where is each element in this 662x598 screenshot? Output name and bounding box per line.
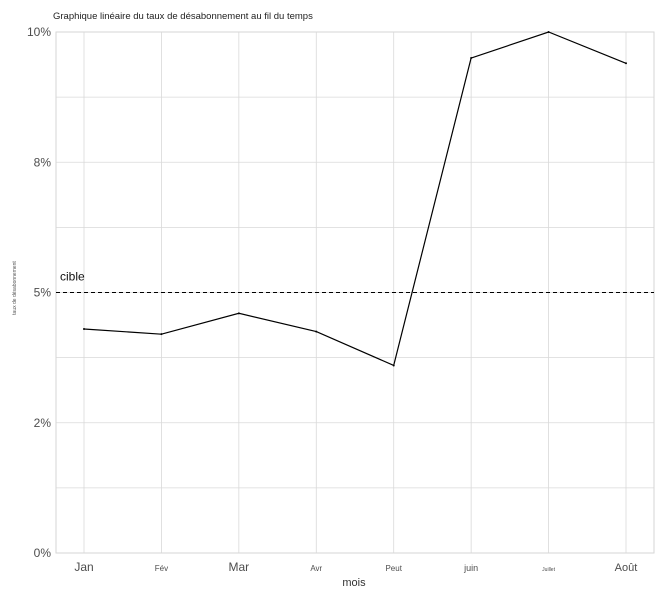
series-points	[83, 31, 627, 367]
target-annotation: cible	[60, 270, 85, 284]
x-tick-label: Avr	[310, 564, 322, 573]
x-tick-label: juin	[463, 563, 478, 573]
y-tick-label: 10%	[27, 25, 51, 39]
x-tick-label: Juillet	[542, 567, 555, 573]
target-line-group: cible	[56, 270, 654, 294]
series-line-churn	[83, 31, 627, 367]
data-point	[315, 330, 318, 333]
grid	[56, 31, 654, 554]
data-point	[83, 327, 85, 330]
x-axis-ticks: Jan Fév Mar Avr Peut juin Juillet Août	[74, 560, 637, 574]
x-tick-label: Peut	[385, 564, 402, 573]
x-axis-label: mois	[342, 577, 366, 589]
y-tick-label: 8%	[34, 155, 52, 169]
x-tick-label: Fév	[155, 564, 168, 573]
data-point	[547, 31, 550, 33]
chart-title: Graphique linéaire du taux de désabonnem…	[53, 11, 313, 22]
y-tick-label: 5%	[34, 286, 52, 300]
x-tick-label: Mar	[229, 560, 250, 574]
x-tick-label: Jan	[74, 560, 93, 574]
data-point	[470, 57, 473, 60]
data-point	[625, 62, 627, 65]
data-point	[160, 333, 163, 336]
data-point	[392, 364, 395, 367]
y-axis-ticks: 0% 2% 5% 8% 10%	[27, 25, 51, 560]
y-tick-label: 0%	[34, 546, 52, 560]
x-tick-label: Août	[615, 562, 638, 574]
y-tick-label: 2%	[34, 416, 52, 430]
y-axis-label: taux de désabonnement	[12, 261, 18, 315]
data-point	[237, 312, 240, 315]
